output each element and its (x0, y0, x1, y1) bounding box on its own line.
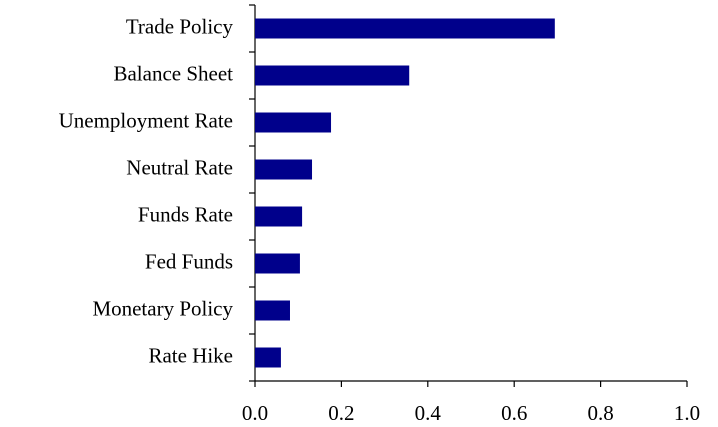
x-tick-label: 0.6 (501, 401, 527, 425)
x-tick-label: 0.0 (242, 401, 268, 425)
y-tick-label: Balance Sheet (113, 61, 233, 85)
x-tick-label: 1.0 (674, 401, 700, 425)
x-tick-label: 0.4 (415, 401, 442, 425)
y-tick-label: Rate Hike (148, 343, 233, 367)
x-tick-label: 0.8 (587, 401, 613, 425)
y-tick-label: Funds Rate (138, 202, 233, 226)
bar (255, 300, 290, 321)
y-tick-label: Fed Funds (145, 249, 233, 273)
bar (255, 112, 332, 133)
y-tick-label: Trade Policy (126, 14, 234, 38)
bar (255, 159, 313, 180)
bar (255, 253, 300, 274)
bar (255, 65, 410, 86)
y-tick-label: Monetary Policy (92, 296, 233, 320)
bar (255, 18, 555, 39)
x-tick-label: 0.2 (328, 401, 354, 425)
y-tick-label: Neutral Rate (126, 155, 233, 179)
y-tick-label: Unemployment Rate (59, 108, 233, 132)
bar (255, 206, 303, 227)
bar (255, 347, 281, 368)
